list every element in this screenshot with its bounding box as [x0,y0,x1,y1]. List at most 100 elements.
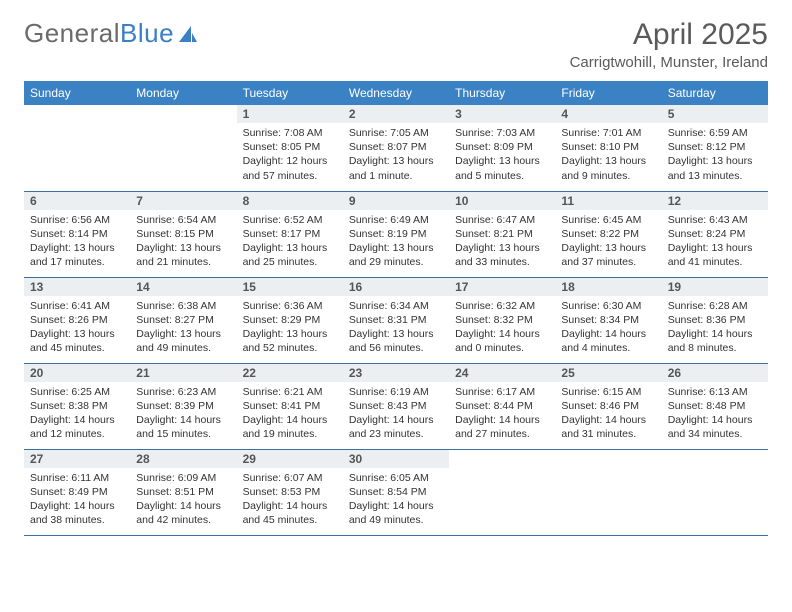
day-number: 17 [449,278,555,296]
day-details: Sunrise: 6:56 AMSunset: 8:14 PMDaylight:… [24,210,130,274]
day-number: 18 [555,278,661,296]
day-details: Sunrise: 6:38 AMSunset: 8:27 PMDaylight:… [130,296,236,360]
day-details: Sunrise: 6:09 AMSunset: 8:51 PMDaylight:… [130,468,236,532]
calendar-day-cell: .. [449,449,555,535]
calendar-day-cell: 5Sunrise: 6:59 AMSunset: 8:12 PMDaylight… [662,105,768,191]
day-number: 27 [24,450,130,468]
day-number: 15 [237,278,343,296]
day-details: Sunrise: 6:41 AMSunset: 8:26 PMDaylight:… [24,296,130,360]
calendar-week-row: 27Sunrise: 6:11 AMSunset: 8:49 PMDayligh… [24,449,768,535]
day-number: 1 [237,105,343,123]
day-number: 29 [237,450,343,468]
logo-text-1: General [24,18,120,49]
day-details: Sunrise: 6:17 AMSunset: 8:44 PMDaylight:… [449,382,555,446]
day-details: Sunrise: 6:43 AMSunset: 8:24 PMDaylight:… [662,210,768,274]
calendar-day-cell: 23Sunrise: 6:19 AMSunset: 8:43 PMDayligh… [343,363,449,449]
day-details: Sunrise: 6:21 AMSunset: 8:41 PMDaylight:… [237,382,343,446]
day-details: Sunrise: 7:01 AMSunset: 8:10 PMDaylight:… [555,123,661,187]
day-header: Wednesday [343,81,449,105]
calendar-thead: SundayMondayTuesdayWednesdayThursdayFrid… [24,81,768,105]
day-number: 10 [449,192,555,210]
calendar-day-cell: .. [130,105,236,191]
day-details: Sunrise: 7:03 AMSunset: 8:09 PMDaylight:… [449,123,555,187]
day-header: Thursday [449,81,555,105]
logo-sail-icon [177,24,199,44]
day-header: Friday [555,81,661,105]
day-number: 20 [24,364,130,382]
day-details: Sunrise: 6:25 AMSunset: 8:38 PMDaylight:… [24,382,130,446]
calendar-day-cell: .. [24,105,130,191]
day-number: 25 [555,364,661,382]
calendar-day-cell: 20Sunrise: 6:25 AMSunset: 8:38 PMDayligh… [24,363,130,449]
day-number: 28 [130,450,236,468]
day-number: 3 [449,105,555,123]
calendar-day-cell: 10Sunrise: 6:47 AMSunset: 8:21 PMDayligh… [449,191,555,277]
calendar-day-cell: 14Sunrise: 6:38 AMSunset: 8:27 PMDayligh… [130,277,236,363]
day-details: Sunrise: 6:52 AMSunset: 8:17 PMDaylight:… [237,210,343,274]
day-details: Sunrise: 6:15 AMSunset: 8:46 PMDaylight:… [555,382,661,446]
page-header: GeneralBlue April 2025 Carrigtwohill, Mu… [24,18,768,71]
day-header: Monday [130,81,236,105]
calendar-day-cell: 2Sunrise: 7:05 AMSunset: 8:07 PMDaylight… [343,105,449,191]
calendar-day-cell: 1Sunrise: 7:08 AMSunset: 8:05 PMDaylight… [237,105,343,191]
calendar-day-cell: 26Sunrise: 6:13 AMSunset: 8:48 PMDayligh… [662,363,768,449]
calendar-week-row: 20Sunrise: 6:25 AMSunset: 8:38 PMDayligh… [24,363,768,449]
day-details: Sunrise: 6:23 AMSunset: 8:39 PMDaylight:… [130,382,236,446]
calendar-day-cell: 21Sunrise: 6:23 AMSunset: 8:39 PMDayligh… [130,363,236,449]
day-details: Sunrise: 6:49 AMSunset: 8:19 PMDaylight:… [343,210,449,274]
calendar-day-cell: 30Sunrise: 6:05 AMSunset: 8:54 PMDayligh… [343,449,449,535]
calendar-day-cell: 22Sunrise: 6:21 AMSunset: 8:41 PMDayligh… [237,363,343,449]
day-details: Sunrise: 6:47 AMSunset: 8:21 PMDaylight:… [449,210,555,274]
calendar-day-cell: 4Sunrise: 7:01 AMSunset: 8:10 PMDaylight… [555,105,661,191]
calendar-day-cell: 19Sunrise: 6:28 AMSunset: 8:36 PMDayligh… [662,277,768,363]
day-number: 14 [130,278,236,296]
day-header-row: SundayMondayTuesdayWednesdayThursdayFrid… [24,81,768,105]
day-header: Tuesday [237,81,343,105]
day-number: 24 [449,364,555,382]
calendar-day-cell: 15Sunrise: 6:36 AMSunset: 8:29 PMDayligh… [237,277,343,363]
day-header: Saturday [662,81,768,105]
calendar-day-cell: .. [662,449,768,535]
calendar-day-cell: 6Sunrise: 6:56 AMSunset: 8:14 PMDaylight… [24,191,130,277]
calendar-day-cell: 11Sunrise: 6:45 AMSunset: 8:22 PMDayligh… [555,191,661,277]
day-details: Sunrise: 7:08 AMSunset: 8:05 PMDaylight:… [237,123,343,187]
calendar-day-cell: 12Sunrise: 6:43 AMSunset: 8:24 PMDayligh… [662,191,768,277]
day-number: 6 [24,192,130,210]
day-details: Sunrise: 6:32 AMSunset: 8:32 PMDaylight:… [449,296,555,360]
day-details: Sunrise: 6:59 AMSunset: 8:12 PMDaylight:… [662,123,768,187]
calendar-day-cell: 9Sunrise: 6:49 AMSunset: 8:19 PMDaylight… [343,191,449,277]
logo-text-2: Blue [120,18,174,49]
day-details: Sunrise: 6:45 AMSunset: 8:22 PMDaylight:… [555,210,661,274]
day-number: 22 [237,364,343,382]
day-number: 2 [343,105,449,123]
day-number: 30 [343,450,449,468]
month-title: April 2025 [570,18,768,52]
day-details: Sunrise: 6:54 AMSunset: 8:15 PMDaylight:… [130,210,236,274]
calendar-day-cell: .. [555,449,661,535]
day-details: Sunrise: 6:11 AMSunset: 8:49 PMDaylight:… [24,468,130,532]
day-details: Sunrise: 6:19 AMSunset: 8:43 PMDaylight:… [343,382,449,446]
day-details: Sunrise: 6:07 AMSunset: 8:53 PMDaylight:… [237,468,343,532]
calendar-day-cell: 28Sunrise: 6:09 AMSunset: 8:51 PMDayligh… [130,449,236,535]
calendar-day-cell: 7Sunrise: 6:54 AMSunset: 8:15 PMDaylight… [130,191,236,277]
calendar-table: SundayMondayTuesdayWednesdayThursdayFrid… [24,81,768,536]
day-number: 21 [130,364,236,382]
day-number: 11 [555,192,661,210]
calendar-day-cell: 29Sunrise: 6:07 AMSunset: 8:53 PMDayligh… [237,449,343,535]
day-details: Sunrise: 6:34 AMSunset: 8:31 PMDaylight:… [343,296,449,360]
day-number: 9 [343,192,449,210]
calendar-week-row: 6Sunrise: 6:56 AMSunset: 8:14 PMDaylight… [24,191,768,277]
calendar-day-cell: 25Sunrise: 6:15 AMSunset: 8:46 PMDayligh… [555,363,661,449]
day-details: Sunrise: 6:28 AMSunset: 8:36 PMDaylight:… [662,296,768,360]
calendar-day-cell: 27Sunrise: 6:11 AMSunset: 8:49 PMDayligh… [24,449,130,535]
logo: GeneralBlue [24,18,199,49]
calendar-week-row: ....1Sunrise: 7:08 AMSunset: 8:05 PMDayl… [24,105,768,191]
day-number: 19 [662,278,768,296]
calendar-day-cell: 24Sunrise: 6:17 AMSunset: 8:44 PMDayligh… [449,363,555,449]
day-number: 12 [662,192,768,210]
day-number: 7 [130,192,236,210]
day-details: Sunrise: 6:30 AMSunset: 8:34 PMDaylight:… [555,296,661,360]
day-number: 23 [343,364,449,382]
day-details: Sunrise: 6:36 AMSunset: 8:29 PMDaylight:… [237,296,343,360]
day-header: Sunday [24,81,130,105]
